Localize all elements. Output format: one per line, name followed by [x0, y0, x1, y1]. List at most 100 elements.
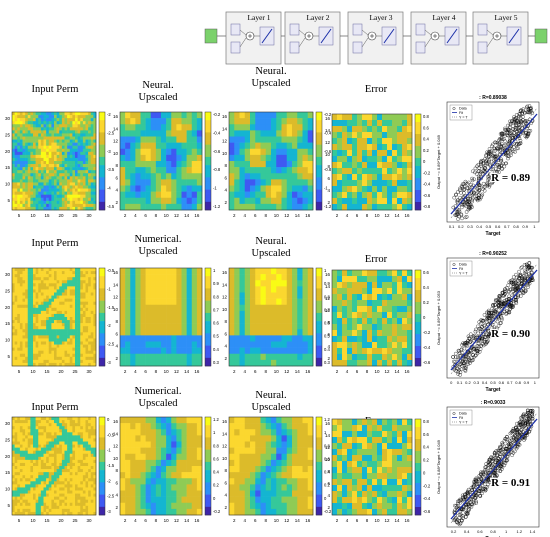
data-marker: [467, 336, 472, 341]
scatter-tick: 0.4: [482, 380, 488, 385]
heatmap-cell: [54, 271, 57, 275]
heatmap-cell: [14, 142, 18, 146]
heatmap-cell: [135, 329, 141, 336]
heatmap-cell: [82, 112, 86, 116]
heatmap-cell: [64, 191, 68, 195]
heatmap-cell: [19, 154, 23, 159]
heatmap-cell: [35, 332, 39, 336]
heatmap-cell: [19, 362, 23, 367]
heatmap-cell: [85, 148, 89, 153]
heatmap-cell: [342, 288, 348, 295]
heatmap-cell: [67, 145, 71, 150]
heatmap-cell: [17, 200, 21, 205]
heatmap-cell: [35, 320, 39, 324]
heatmap-cell: [25, 277, 29, 281]
data-marker: [463, 368, 467, 372]
data-marker: [462, 191, 466, 195]
heatmap-cell: [347, 198, 353, 205]
heatmap-cell: [54, 124, 57, 128]
heatmap-cell: [229, 154, 235, 162]
heatmap-cell: [82, 203, 86, 208]
heatmap-cell: [239, 142, 246, 150]
colorbar-cell: [99, 148, 105, 154]
heatmap-cell: [271, 304, 277, 312]
heatmap-cell: [38, 344, 42, 348]
heatmap-cell: [392, 168, 398, 175]
heatmap-cell: [407, 270, 413, 277]
heatmap-cell: [265, 179, 272, 186]
heatmap-cell: [67, 301, 71, 306]
heatmap-cell: [72, 145, 76, 150]
heatmap-cell: [140, 173, 146, 180]
heatmap-cell: [191, 335, 198, 342]
heatmap-cell: [265, 142, 272, 150]
heatmap-cell: [85, 268, 89, 272]
heatmap-cell: [77, 350, 81, 355]
heatmap-cell: [292, 167, 298, 174]
heatmap-cell: [56, 329, 60, 333]
heatmap-cell: [271, 298, 277, 306]
heatmap-cell: [145, 353, 152, 361]
heatmap-cell: [229, 286, 235, 293]
data-marker: [470, 176, 474, 181]
data-marker: [486, 151, 491, 156]
heatmap-cell: [229, 359, 235, 367]
heatmap-cell: [145, 317, 152, 324]
heatmap-cell: [402, 288, 408, 295]
heatmap-cell: [286, 179, 293, 186]
heatmap-cell: [40, 271, 44, 275]
data-marker: [519, 119, 524, 124]
colorbar-cell: [99, 296, 105, 301]
heatmap-cell: [30, 176, 34, 180]
heatmap-cell: [72, 112, 76, 116]
legend-entry: Data: [459, 107, 467, 111]
tick-label-x: 5: [18, 213, 21, 218]
scatter-ylabel: Output ~= 0.89*Target + 0.053: [436, 290, 441, 345]
heatmap-cell: [292, 191, 298, 199]
heatmap-cell: [80, 170, 84, 174]
heatmap-cell: [30, 350, 34, 355]
heatmap-cell: [64, 136, 68, 140]
heatmap-cell: [82, 295, 86, 299]
heatmap-cell: [171, 191, 177, 199]
heatmap-cell: [161, 124, 167, 131]
heatmap-cell: [255, 112, 261, 119]
heatmap-cell: [35, 179, 39, 183]
heatmap-cell: [61, 139, 65, 143]
heatmap-cell: [93, 310, 97, 315]
data-marker: [479, 336, 484, 341]
heatmap-cell: [56, 200, 60, 205]
heatmap-cell: [260, 341, 267, 348]
heatmap-cell: [382, 342, 388, 349]
heatmap-cell: [80, 344, 84, 348]
heatmap-cell: [161, 173, 167, 180]
heatmap-cell: [43, 206, 47, 211]
heatmap-cell: [48, 115, 52, 119]
data-marker: [507, 141, 511, 145]
heatmap-cell: [61, 277, 65, 281]
heatmap-cell: [67, 200, 71, 205]
heatmap-cell: [342, 174, 348, 181]
heatmap-cell: [25, 329, 29, 333]
heatmap-cell: [90, 167, 94, 171]
heatmap-cell: [43, 350, 47, 355]
tick-label-y: 16: [113, 114, 119, 119]
heatmap-cell: [17, 344, 21, 348]
heatmap-cell: [19, 203, 23, 208]
colorbar-cell: [99, 205, 105, 211]
data-marker: [511, 289, 516, 294]
heatmap-cell: [72, 317, 76, 321]
heatmap-cell: [51, 292, 55, 296]
heatmap-cell: [181, 298, 187, 306]
heatmap-cell: [352, 126, 358, 133]
heatmap-cell: [85, 127, 89, 131]
heatmap-cell: [75, 164, 78, 168]
heatmap-cell: [286, 323, 293, 330]
heatmap-cell: [85, 151, 89, 156]
heatmap-cell: [244, 179, 251, 186]
heatmap-cell: [276, 292, 282, 299]
heatmap-cell: [372, 294, 378, 301]
heatmap-cell: [382, 192, 388, 199]
heatmap-cell: [61, 154, 65, 159]
colorbar-cell: [205, 292, 211, 297]
